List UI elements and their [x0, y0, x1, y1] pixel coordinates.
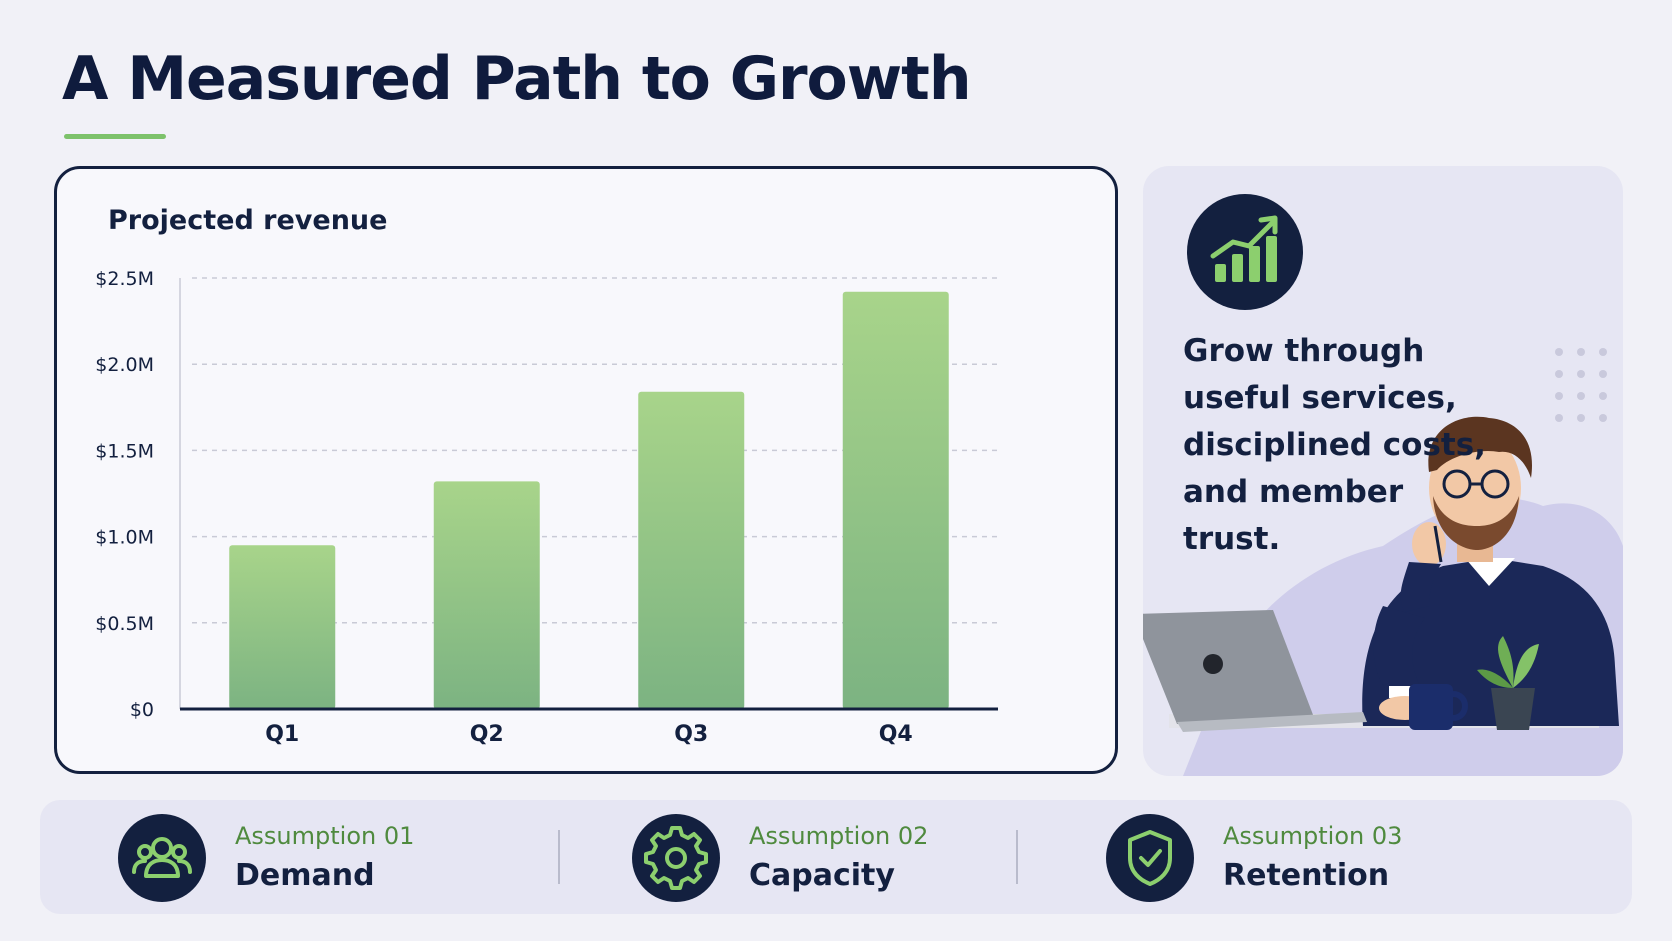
y-tick-label: $0.5M	[95, 613, 154, 635]
side-panel: Grow through useful services, discipline…	[1143, 166, 1623, 776]
bar-q3	[638, 391, 745, 709]
assumption-label: Assumption 03	[1223, 822, 1403, 850]
chart-bars	[229, 291, 949, 709]
page-title: A Measured Path to Growth	[62, 44, 972, 114]
x-tick-label: Q1	[265, 722, 299, 747]
title-underline	[64, 134, 166, 139]
shield-check-icon	[1106, 814, 1194, 902]
growth-tagline: Grow through useful services, discipline…	[1183, 328, 1503, 563]
bar-q1	[229, 545, 336, 709]
assumption-name: Retention	[1223, 858, 1390, 893]
assumption-name: Capacity	[749, 858, 895, 893]
assumption-name: Demand	[235, 858, 375, 893]
revenue-bar-chart: $0 $0.5M $1.0M $1.5M $2.0M $2.5M Q1 Q2 Q3 Q4	[95, 268, 998, 747]
assumptions-bar: Assumption 01 Demand Assumption 02 Capac…	[40, 800, 1632, 914]
bar-q2	[433, 481, 540, 709]
x-tick-label: Q4	[879, 722, 913, 747]
growth-chart-icon	[1187, 194, 1303, 310]
chart-labels: $0 $0.5M $1.0M $1.5M $2.0M $2.5M Q1 Q2 Q3 Q4	[95, 268, 912, 747]
assumption-label: Assumption 02	[749, 822, 929, 850]
x-tick-label: Q2	[470, 722, 504, 747]
tagline-line: disciplined costs,	[1183, 427, 1486, 463]
chart-axes	[179, 278, 998, 711]
divider	[558, 830, 560, 884]
y-tick-label: $1.5M	[95, 440, 154, 462]
y-tick-label: $2.0M	[95, 354, 154, 376]
chart-title: Projected revenue	[108, 205, 388, 236]
x-tick-label: Q3	[674, 722, 708, 747]
y-tick-label: $2.5M	[95, 268, 154, 290]
tagline-line: useful services,	[1183, 380, 1457, 416]
y-tick-label: $1.0M	[95, 527, 154, 549]
people-icon	[118, 814, 206, 902]
bar-q4	[842, 291, 949, 709]
assumption-label: Assumption 01	[235, 822, 415, 850]
tagline-line: and member trust.	[1183, 474, 1404, 557]
gear-icon	[632, 814, 720, 902]
decorative-dot-grid	[1555, 348, 1607, 422]
y-tick-label: $0	[130, 699, 154, 721]
thinking-person-illustration	[1143, 416, 1623, 776]
tagline-line: Grow through	[1183, 333, 1425, 369]
divider	[1016, 830, 1018, 884]
